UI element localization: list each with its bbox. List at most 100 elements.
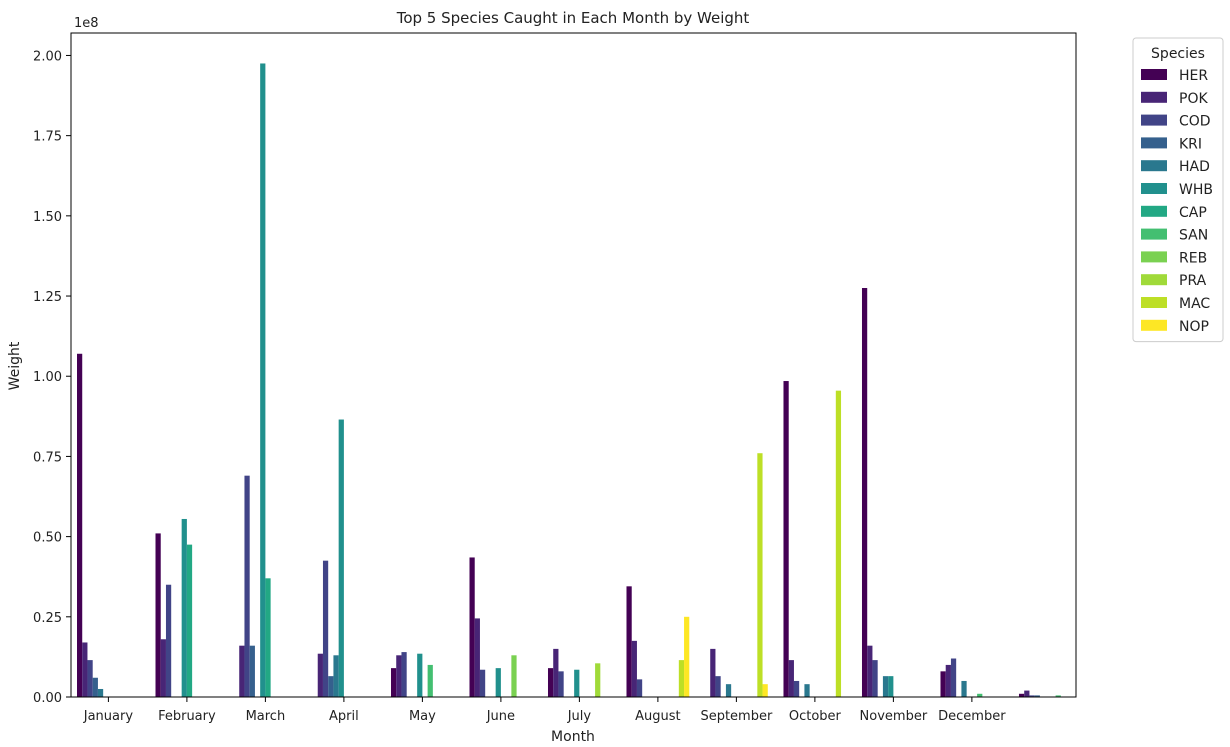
legend-swatch-cod [1141, 114, 1167, 126]
bars-layer [77, 63, 1061, 698]
bar-her-december [940, 671, 946, 697]
bar-cod-december [950, 658, 957, 697]
bar-her-may [390, 668, 397, 697]
bar-had-april [333, 655, 339, 697]
bar-her-unlabeled-group [1018, 693, 1025, 697]
bar-reb-june [511, 655, 517, 697]
bar-whb-may [417, 653, 423, 697]
legend-label-had: HAD [1179, 159, 1210, 175]
bar-pok-may [396, 655, 402, 697]
bar-whb-november [888, 676, 894, 697]
x-tick-label-march: March [246, 709, 286, 724]
bar-cod-july [558, 671, 564, 697]
legend-label-pra: PRA [1179, 273, 1207, 289]
legend-label-whb: WHB [1179, 182, 1213, 198]
legend-title: Species [1151, 46, 1205, 62]
bar-mac-august [678, 660, 685, 697]
bar-cod-march [244, 475, 250, 697]
legend-label-reb: REB [1179, 250, 1207, 266]
legend-label-mac: MAC [1179, 296, 1210, 312]
x-tick-label-september: September [700, 709, 773, 724]
bar-pok-september [710, 648, 716, 697]
bar-cod-may [401, 652, 407, 697]
legend-label-kri: KRI [1179, 136, 1202, 152]
bar-whb-july [574, 669, 580, 697]
bar-whb-april [338, 419, 344, 697]
legend-label-cap: CAP [1179, 205, 1207, 221]
legend-label-pok: POK [1179, 91, 1208, 107]
bar-kri-april [328, 676, 334, 697]
y-tick-label: 1.50 [33, 210, 62, 225]
bar-pra-july [595, 663, 601, 697]
x-tick-label-october: October [789, 709, 842, 724]
bar-cod-october [793, 680, 800, 697]
legend-label-nop: NOP [1179, 319, 1209, 335]
bar-had-november [882, 676, 889, 697]
legend-swatch-cap [1141, 205, 1167, 217]
bar-whb-february [181, 518, 187, 697]
bar-pok-february [160, 639, 166, 697]
legend-swatch-kri [1141, 137, 1167, 149]
legend-label-san: SAN [1179, 228, 1208, 244]
bar-cod-november [872, 660, 878, 697]
bar-nop-september [762, 684, 768, 697]
bar-had-january [97, 688, 104, 697]
bar-cap-february [186, 544, 193, 697]
bar-pok-january [82, 642, 88, 697]
bar-her-august [626, 586, 632, 697]
bar-whb-june [495, 668, 501, 697]
x-axis-label: Month [551, 729, 595, 745]
plot-frame [70, 32, 1077, 698]
bar-had-october [804, 684, 810, 697]
bar-cod-august [636, 679, 643, 697]
x-tick-label-february: February [158, 709, 216, 724]
bar-cod-september [715, 676, 721, 697]
legend-box [1132, 37, 1224, 343]
y-tick-label: 1.25 [33, 290, 62, 305]
x-tick-label-december: December [938, 709, 1006, 724]
bar-her-february [155, 533, 161, 697]
bar-pok-october [788, 660, 794, 697]
y-tick-label: 0.25 [33, 611, 62, 626]
bar-mac-october [835, 390, 842, 697]
y-tick-label: 2.00 [33, 49, 62, 64]
y-tick-label: 0.50 [33, 531, 62, 546]
x-tick-label-april: April [329, 709, 359, 724]
bar-had-september [725, 684, 732, 697]
x-tick-label-june: June [486, 709, 515, 724]
axes-layer: 0.00 0.25 0.50 0.75 1.00 1.25 1.50 1.75 2.00 Janu… [33, 32, 1077, 724]
bar-cap-march [265, 578, 271, 697]
y-tick-label: 1.00 [33, 370, 62, 385]
chart-title: Top 5 Species Caught in Each Month by We… [396, 9, 750, 27]
x-tick-label-may: May [409, 709, 436, 724]
bar-had-december [961, 680, 967, 697]
bar-her-october [783, 381, 789, 697]
x-tick-label-august: August [635, 709, 681, 724]
bar-pok-july [553, 648, 559, 697]
legend: Species HER POK COD KRI HAD WHB CAP SAN REB PRA MAC… [1132, 37, 1224, 343]
bar-cod-january [87, 660, 93, 697]
bar-whb-march [260, 63, 266, 698]
bar-pok-june [474, 618, 480, 697]
legend-swatch-san [1141, 228, 1167, 240]
bar-kri-january [92, 677, 98, 697]
x-tick-label-november: November [860, 709, 928, 724]
legend-swatch-her [1141, 69, 1167, 80]
bar-pok-april [317, 653, 323, 697]
bar-pok-december [945, 664, 951, 697]
bar-her-june [469, 557, 475, 697]
y-tick-label: 1.75 [33, 130, 62, 145]
bar-cod-unlabeled-group [1029, 695, 1035, 697]
bar-cod-april [322, 560, 329, 697]
legend-swatch-nop [1141, 319, 1167, 331]
legend-swatch-mac [1141, 297, 1167, 308]
bar-her-july [547, 668, 554, 697]
y-tick-label: 0.00 [33, 691, 62, 706]
bar-kri-unlabeled-group [1034, 695, 1040, 697]
legend-label-her: HER [1179, 68, 1208, 84]
bar-cod-february [165, 584, 172, 697]
y-axis-offset-label: 1e8 [74, 16, 99, 31]
bar-kri-march [249, 645, 255, 697]
